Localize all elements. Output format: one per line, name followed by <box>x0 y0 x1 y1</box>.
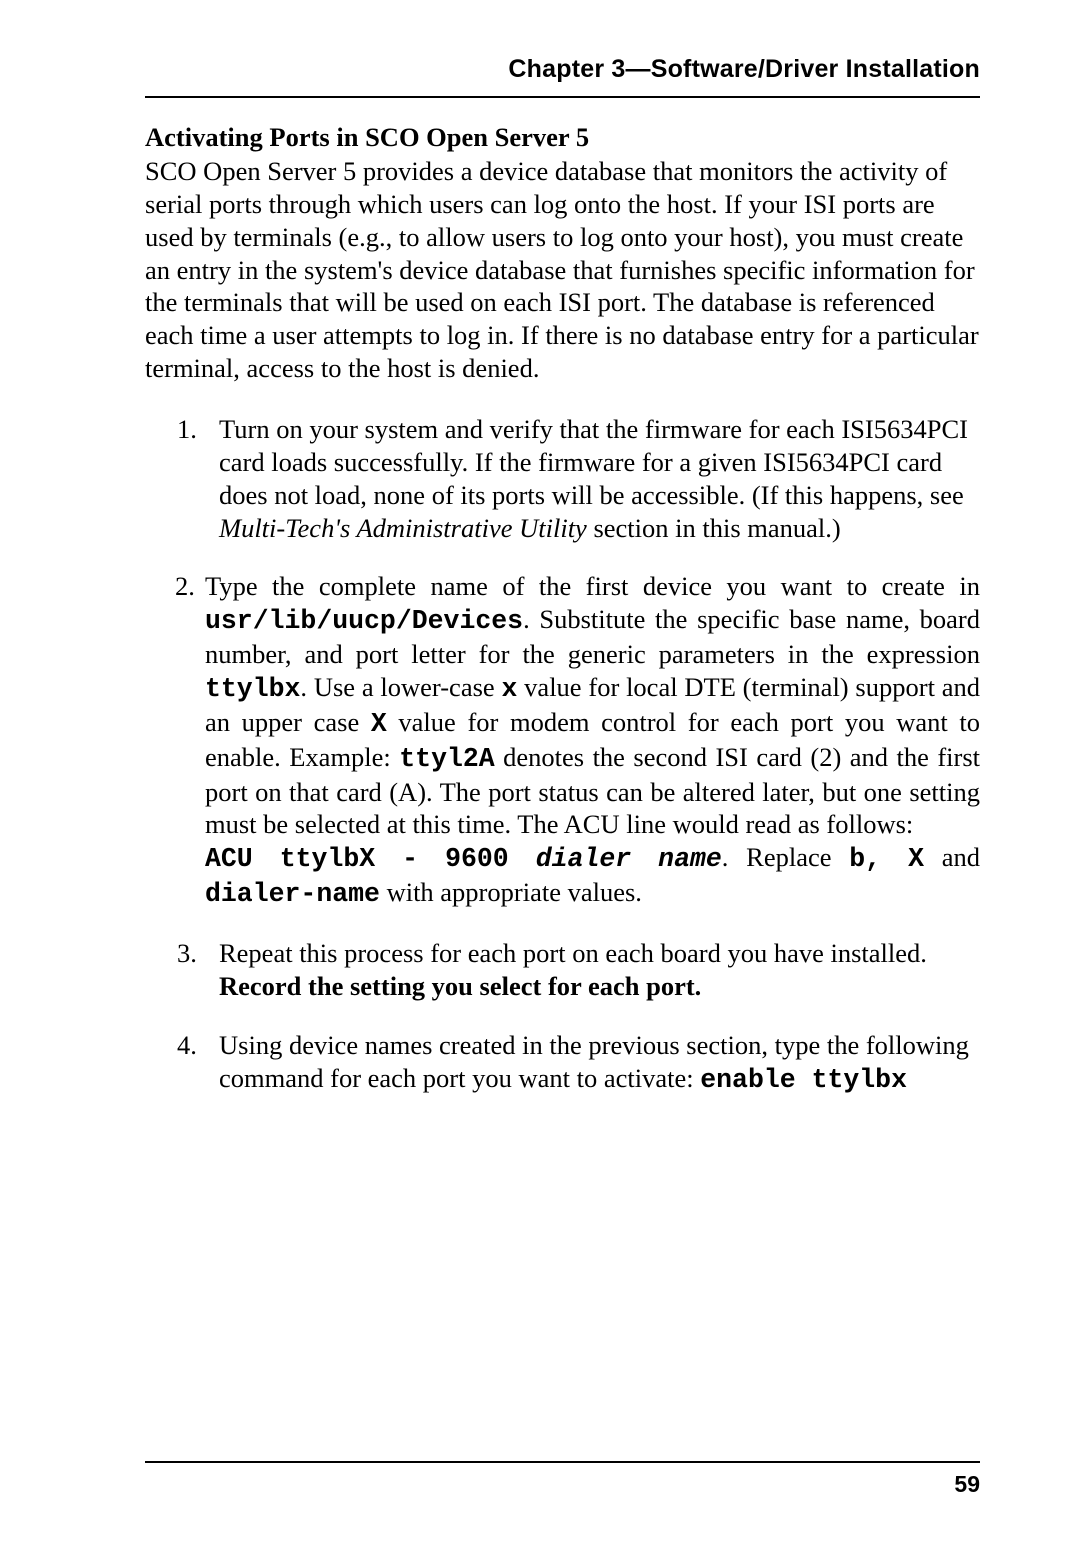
step-3-text-a: Repeat this process for each port on eac… <box>219 938 927 968</box>
step-2-text-c: . Use a lower-case <box>300 672 501 702</box>
step-2-text-h: with appropriate values. <box>380 877 642 907</box>
step-1-text-b: section in this manual.) <box>587 513 841 543</box>
step-2-code-dialername: dialer-name <box>205 879 380 909</box>
step-2: Type the complete name of the first devi… <box>177 570 980 911</box>
page: Chapter 3—Software/Driver Installation A… <box>0 0 1080 1553</box>
step-2-code-x-upper: X <box>371 709 387 739</box>
step-2-code-devices: usr/lib/uucp/Devices <box>205 606 523 636</box>
footer: 59 <box>145 1461 980 1498</box>
step-1: Turn on your system and verify that the … <box>177 413 980 544</box>
step-2-code-ttylbx: ttylbx <box>205 674 300 704</box>
step-1-italic: Multi-Tech's Administrative Utility <box>219 513 587 543</box>
step-2-acu-line: ACU ttylbX - 9600 <box>205 844 536 874</box>
step-4-code-enable: enable ttylbx <box>700 1065 907 1095</box>
step-1-text-a: Turn on your system and verify that the … <box>219 414 968 510</box>
footer-rule <box>145 1461 980 1463</box>
page-number: 59 <box>145 1471 980 1498</box>
steps-list: Turn on your system and verify that the … <box>177 413 980 1096</box>
step-2-acu-post: . Replace <box>722 842 849 872</box>
step-2-acu-bx: b, X <box>849 844 924 874</box>
intro-paragraph: SCO Open Server 5 provides a device data… <box>145 155 980 385</box>
section-title: Activating Ports in SCO Open Server 5 <box>145 122 980 153</box>
step-2-text-g: and <box>924 842 980 872</box>
step-3-bold: Record the setting you select for each p… <box>219 971 701 1001</box>
chapter-header: Chapter 3—Software/Driver Installation <box>145 55 980 98</box>
step-2-acu-dialer: dialer name <box>536 844 722 874</box>
step-2-code-ttyl2a: ttyl2A <box>399 744 494 774</box>
step-4: Using device names created in the previo… <box>177 1029 980 1097</box>
step-2-code-x-lower: x <box>501 674 517 704</box>
step-2-text-a: Type the complete name of the first devi… <box>205 571 980 601</box>
step-3: Repeat this process for each port on eac… <box>177 937 980 1003</box>
